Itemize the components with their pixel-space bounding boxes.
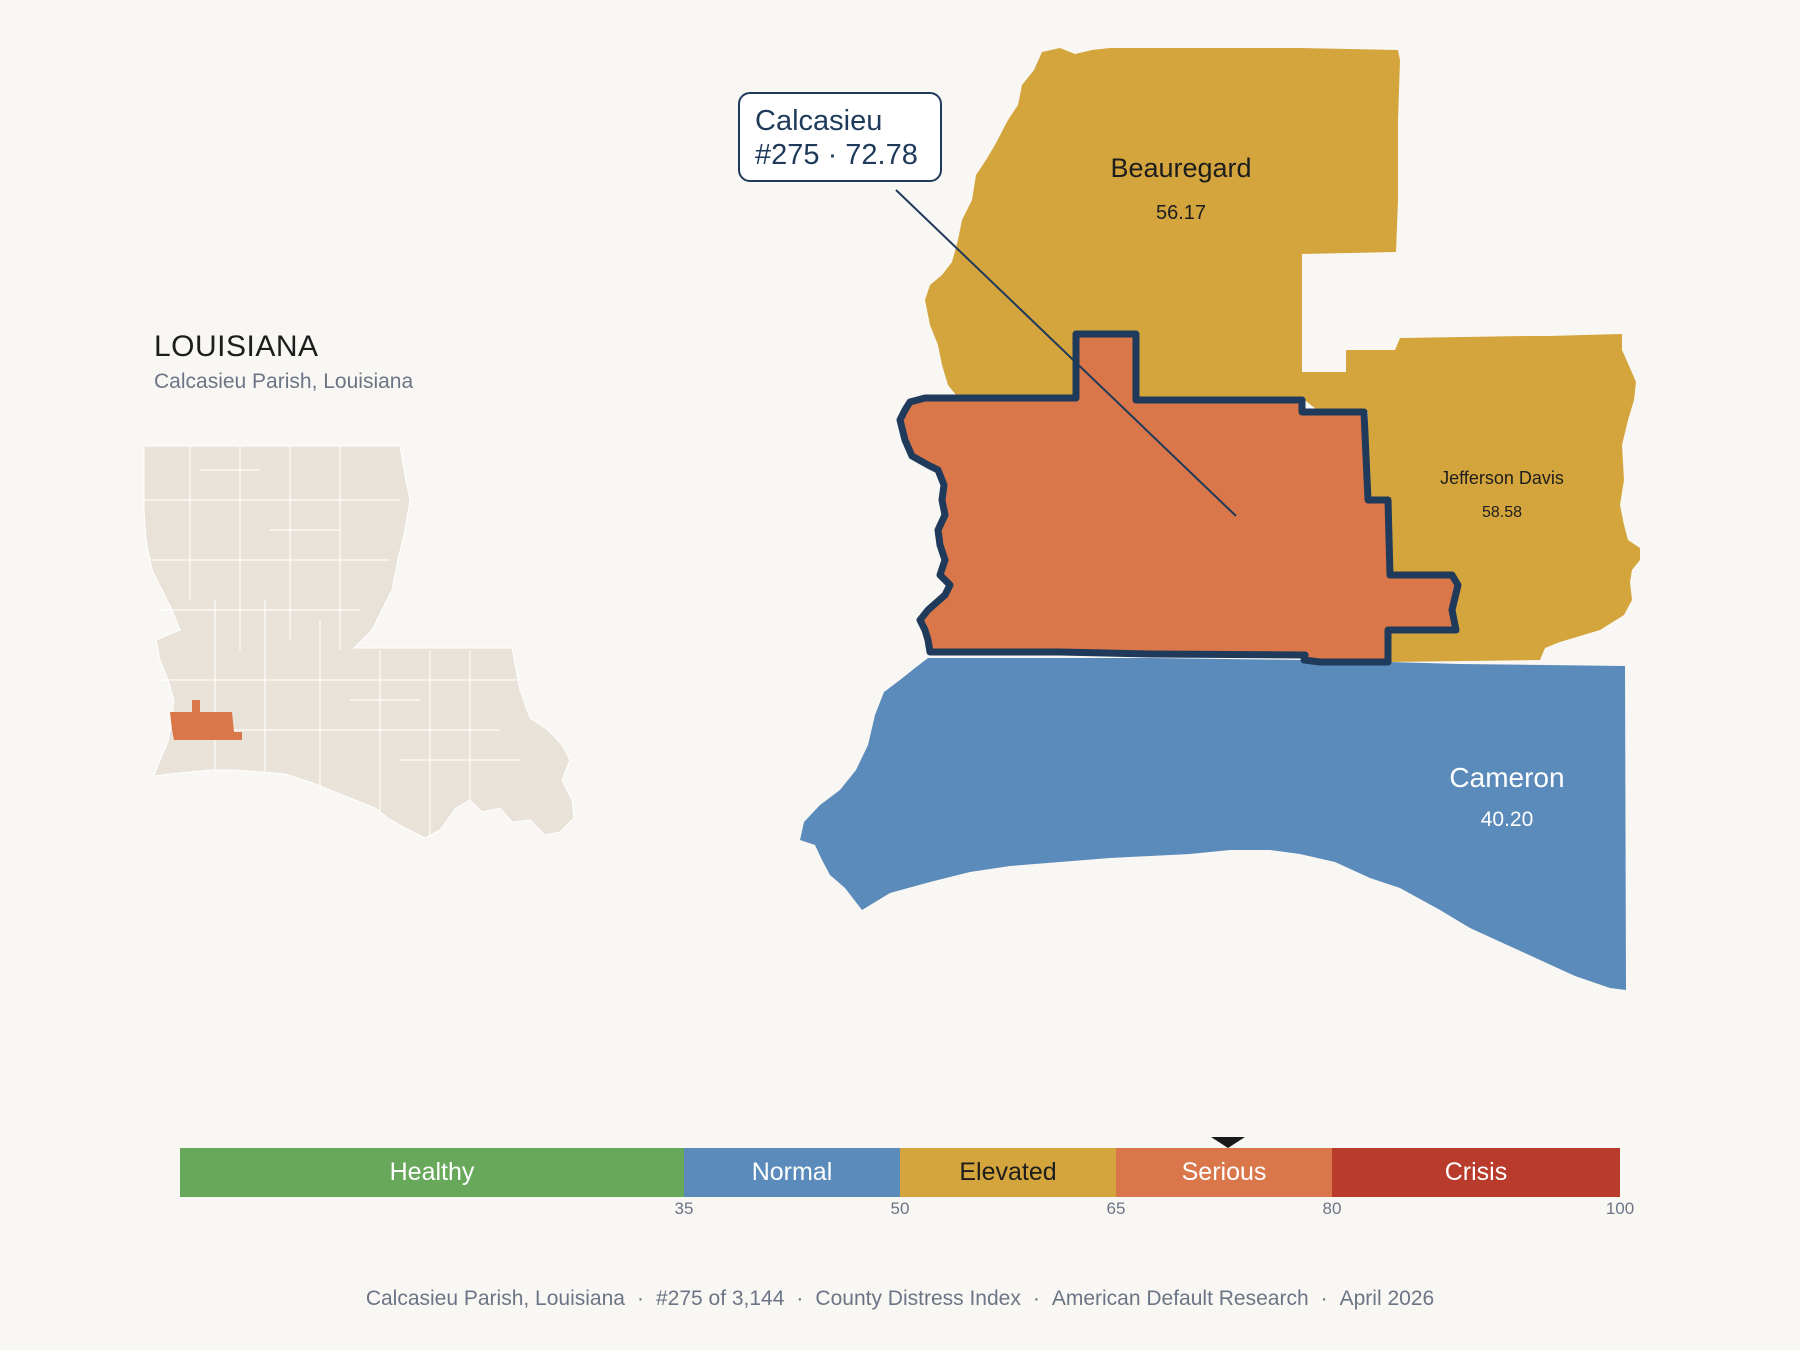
state-title: LOUISIANA <box>154 330 319 363</box>
louisiana-inset-map <box>143 445 575 839</box>
beauregard-score: 56.17 <box>1156 202 1206 224</box>
legend-normal: Normal <box>684 1148 900 1197</box>
legend-tick: 35 <box>674 1199 694 1218</box>
parish-boundaries <box>144 446 520 835</box>
parish-beauregard[interactable] <box>925 48 1400 400</box>
louisiana-state-shape <box>143 445 575 839</box>
jefferson-davis-label: Jefferson Davis <box>1440 468 1564 488</box>
calcasieu-inset-highlight <box>170 700 242 740</box>
footer-rank: #275 of 3,144 <box>655 1287 785 1310</box>
legend-healthy: Healthy <box>180 1148 684 1197</box>
selected-parish-callout: Calcasieu #275 · 72.78 <box>738 92 942 182</box>
footer-date: April 2026 <box>1339 1287 1435 1310</box>
callout-parish-name: Calcasieu <box>755 105 883 137</box>
parish-subtitle: Calcasieu Parish, Louisiana <box>154 370 414 393</box>
jefferson-davis-score: 58.58 <box>1482 504 1522 521</box>
legend-tick: 65 <box>1106 1199 1126 1218</box>
region-map: Beauregard 56.17 Jefferson Davis 58.58 C… <box>800 48 1640 990</box>
legend-tick: 100 <box>1605 1199 1635 1218</box>
legend-tick: 80 <box>1322 1199 1342 1218</box>
legend-tick: 50 <box>890 1199 910 1218</box>
footer-place: Calcasieu Parish, Louisiana <box>365 1287 625 1310</box>
footer-credits: Calcasieu Parish, Louisiana · #275 of 3,14… <box>365 1287 1435 1310</box>
score-marker-icon <box>1211 1137 1246 1148</box>
parish-jefferson-davis[interactable] <box>1302 334 1640 662</box>
callout-rank-score: #275 · 72.78 <box>755 139 918 171</box>
parish-cameron[interactable] <box>800 658 1626 990</box>
distress-scale-legend: Healthy Normal Elevated Serious Crisis <box>180 1148 1620 1197</box>
callout-leader-line <box>895 189 1237 517</box>
cameron-score: 40.20 <box>1481 808 1534 831</box>
parish-calcasieu[interactable] <box>896 330 1462 666</box>
footer-index: County Distress Index <box>815 1287 1021 1310</box>
footer-org: American Default Research <box>1051 1287 1309 1310</box>
cameron-label: Cameron <box>1449 762 1564 793</box>
legend-elevated: Elevated <box>900 1148 1116 1197</box>
beauregard-label: Beauregard <box>1110 153 1251 183</box>
legend-crisis: Crisis <box>1332 1148 1620 1197</box>
legend-serious: Serious <box>1116 1148 1332 1197</box>
